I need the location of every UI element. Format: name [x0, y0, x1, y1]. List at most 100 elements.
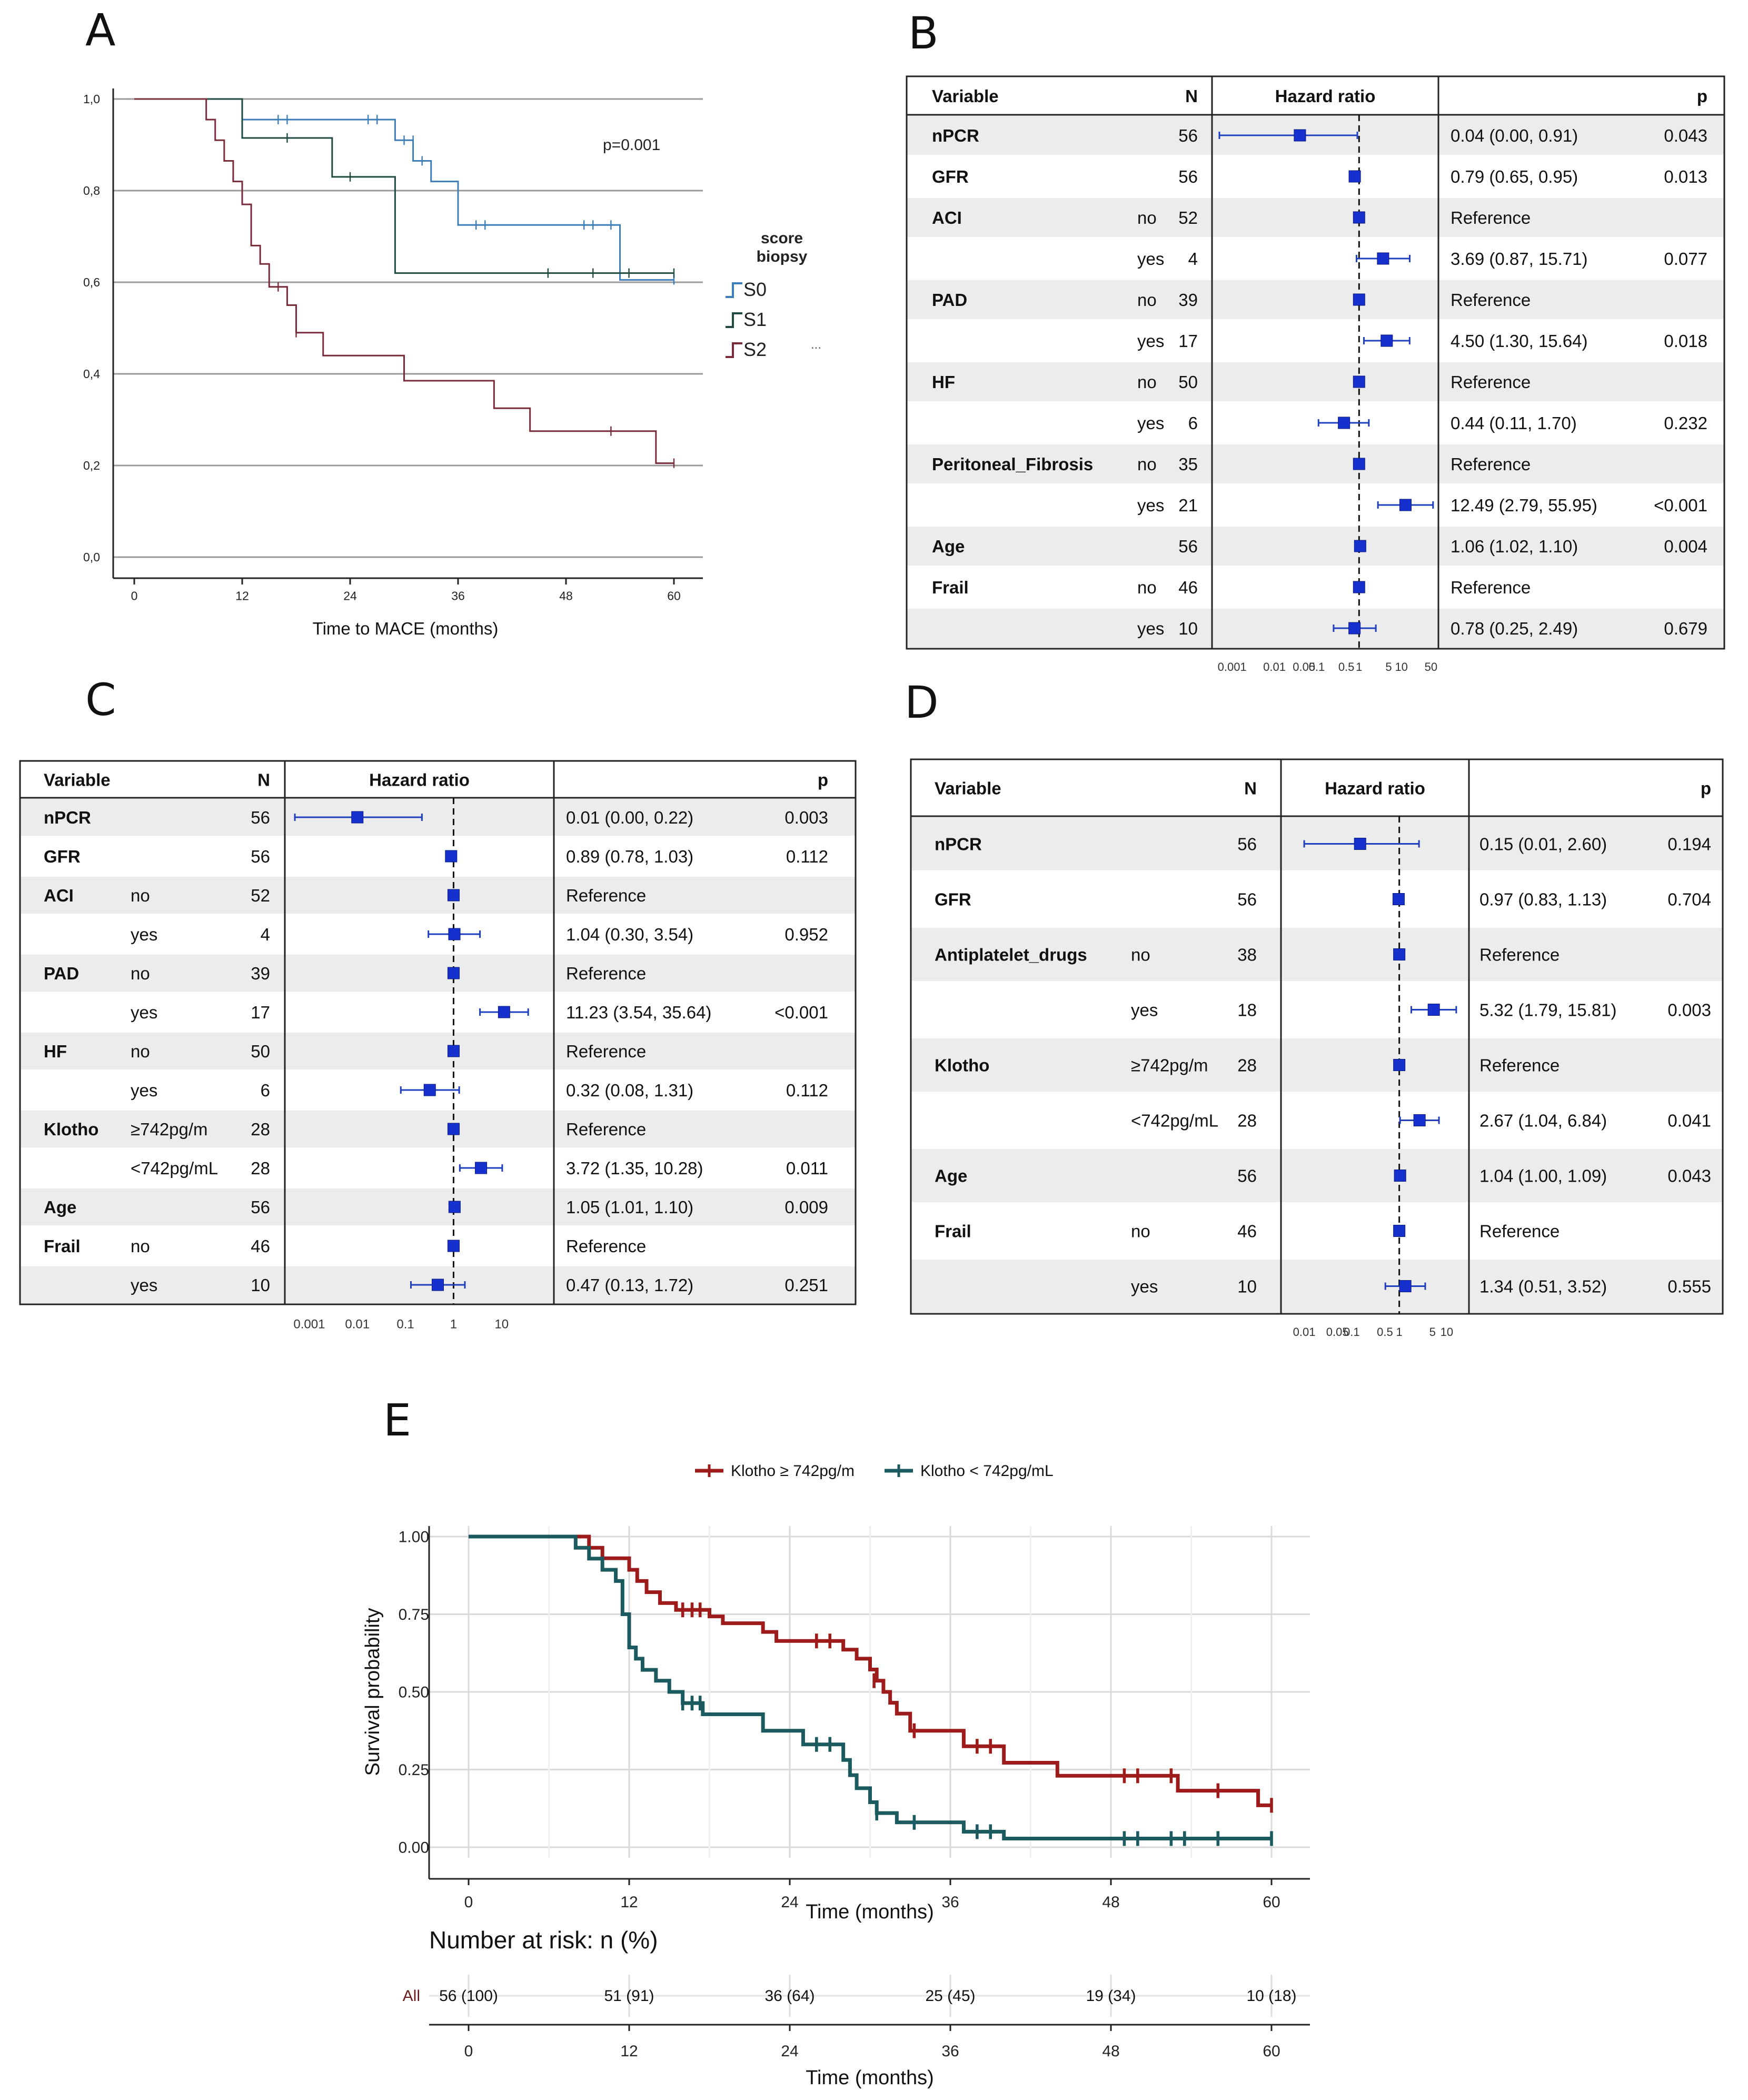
- row-level: ≥742pg/m: [131, 1120, 208, 1139]
- km-curve-s1: [134, 98, 674, 274]
- y-tick-label: 0,0: [83, 550, 100, 564]
- row-p-value: 0.704: [1667, 889, 1711, 909]
- row-estimate: Reference: [1479, 1055, 1560, 1075]
- x-tick-label: 36: [941, 1894, 959, 1911]
- row-estimate: 1.04 (0.30, 3.54): [566, 925, 693, 944]
- x-tick-label: 0: [131, 589, 138, 602]
- row-estimate: 0.04 (0.00, 0.91): [1451, 126, 1578, 145]
- row-estimate: Reference: [1479, 945, 1560, 964]
- row-n: 4: [261, 925, 270, 944]
- row-variable: Age: [932, 537, 965, 556]
- y-tick-label: 1,0: [83, 92, 100, 106]
- row-estimate: Reference: [1451, 290, 1531, 310]
- row-n: 56: [1178, 167, 1198, 186]
- row-level: yes: [131, 1081, 157, 1100]
- table-row-band: [907, 609, 1724, 648]
- hr-point: [1392, 893, 1405, 905]
- km-chart-e: 0.00 0.25 0.50 0.75 1.00 0 12 24 36 48 60 Time (mon…: [362, 1462, 1310, 2089]
- axis-tick-label: 0.001: [1218, 660, 1247, 673]
- row-estimate: 4.50 (1.30, 15.64): [1451, 331, 1588, 351]
- row-n: 56: [1178, 126, 1198, 145]
- row-estimate: 2.67 (1.04, 6.84): [1479, 1111, 1607, 1130]
- row-variable: PAD: [932, 290, 967, 310]
- hr-point: [1393, 1225, 1406, 1237]
- y-tick-label: 0.50: [399, 1684, 429, 1701]
- row-level: yes: [1137, 496, 1164, 515]
- row-level: no: [1137, 578, 1157, 597]
- row-p-value: 0.018: [1664, 331, 1707, 351]
- km-curve-s2: [134, 98, 674, 464]
- row-n: 6: [1188, 413, 1198, 433]
- row-n: 52: [251, 886, 270, 905]
- row-variable: ACI: [932, 208, 962, 227]
- row-p-value: 0.004: [1664, 537, 1707, 556]
- row-n: 39: [251, 964, 270, 983]
- row-p-value: 0.011: [786, 1158, 828, 1178]
- hr-point: [447, 889, 460, 902]
- hr-point: [447, 1240, 460, 1252]
- row-p-value: 0.043: [1667, 1166, 1711, 1185]
- hr-point: [1413, 1114, 1426, 1126]
- axis-tick-label: 10: [1395, 660, 1407, 673]
- header-variable: Variable: [935, 779, 1001, 798]
- row-estimate: 0.78 (0.25, 2.49): [1451, 619, 1578, 638]
- axis-tick-label: 10: [494, 1318, 509, 1332]
- forest-plot-c: Variable N Hazard ratio p nPCR 56 0.01 (0.00, …: [19, 760, 857, 1332]
- row-level: yes: [1137, 249, 1164, 269]
- hr-point: [1377, 252, 1389, 265]
- row-estimate: 1.34 (0.51, 3.52): [1479, 1276, 1607, 1296]
- row-p-value: 0.232: [1664, 413, 1707, 433]
- axis-tick-label: 1: [1396, 1325, 1403, 1339]
- table-row-band: [20, 1033, 856, 1069]
- hr-point: [1348, 622, 1361, 635]
- axis-tick-label: 0.05: [1326, 1325, 1349, 1339]
- x-tick-label: 12: [620, 1894, 638, 1911]
- y-tick-label: 1.00: [399, 1529, 429, 1546]
- y-tick-label: 0.00: [399, 1839, 429, 1857]
- header-n: N: [1244, 779, 1257, 798]
- row-estimate: 3.72 (1.35, 10.28): [566, 1158, 703, 1178]
- row-p-value: <0.001: [1654, 496, 1707, 515]
- x-tick-label: 60: [1263, 1894, 1280, 1911]
- legend-label-s1: S1: [743, 309, 767, 330]
- row-n: 56: [1237, 1166, 1257, 1185]
- hr-point: [1294, 129, 1306, 142]
- row-p-value: 0.013: [1664, 167, 1707, 186]
- row-variable: GFR: [932, 167, 969, 186]
- table-row-band: [907, 444, 1724, 483]
- header-p: p: [1701, 779, 1711, 798]
- axis-tick-label: 0.1: [1309, 660, 1325, 673]
- row-n: 28: [251, 1120, 270, 1139]
- row-variable: nPCR: [44, 808, 91, 827]
- row-n: 56: [1237, 834, 1257, 854]
- risk-x-tick-label: 0: [464, 2043, 473, 2060]
- row-n: 39: [1178, 290, 1198, 310]
- x-tick-label: 48: [559, 589, 573, 602]
- row-variable: Frail: [935, 1221, 971, 1241]
- hr-point: [498, 1006, 510, 1018]
- row-estimate: 1.06 (1.02, 1.10): [1451, 537, 1578, 556]
- hr-point: [1394, 1170, 1406, 1182]
- row-variable: Age: [44, 1197, 76, 1217]
- row-level: yes: [131, 1003, 157, 1022]
- table-frame: [19, 760, 857, 1305]
- table-row-band: [911, 1038, 1723, 1092]
- row-level: no: [1137, 208, 1157, 227]
- row-variable: nPCR: [932, 126, 979, 145]
- hr-point: [1354, 838, 1366, 850]
- row-estimate: Reference: [1451, 372, 1531, 392]
- x-tick-label: 60: [667, 589, 681, 602]
- axis-tick-label: 0.001: [293, 1318, 325, 1332]
- row-n: 35: [1178, 454, 1198, 474]
- table-row-band: [907, 280, 1724, 319]
- x-tick-label: 12: [235, 589, 249, 602]
- hr-point: [1353, 581, 1365, 593]
- row-p-value: 0.952: [784, 925, 828, 944]
- risk-value: 51 (91): [604, 1987, 654, 2005]
- table-frame: [910, 758, 1724, 1315]
- row-variable: nPCR: [935, 834, 982, 854]
- row-p-value: 0.003: [784, 808, 828, 827]
- panel-label-d: D: [905, 677, 939, 728]
- axis-tick-label: 0.01: [1263, 660, 1286, 673]
- row-estimate: 0.97 (0.83, 1.13): [1479, 889, 1607, 909]
